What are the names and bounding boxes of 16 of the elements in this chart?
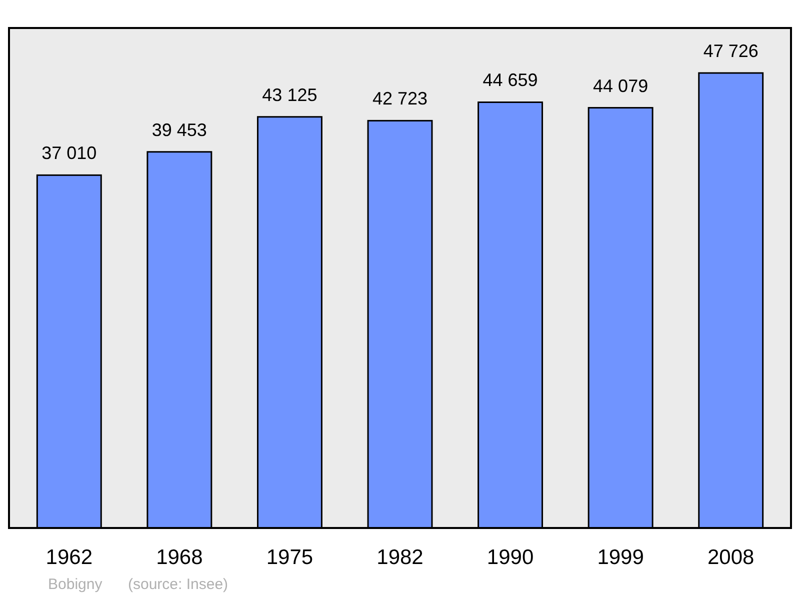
- text: (source: Insee): [128, 576, 228, 593]
- text: Bobigny: [48, 576, 103, 593]
- data-label: 37 010: [42, 143, 97, 164]
- data-label: 47 726: [703, 41, 758, 61]
- x-tick-label: 1999: [597, 546, 644, 569]
- x-tick-label: 1982: [376, 546, 424, 569]
- x-tick-label: 1990: [486, 546, 534, 569]
- data-label: 42 723: [372, 88, 428, 109]
- data-label: 44 659: [482, 70, 538, 90]
- data-label: 44 079: [593, 76, 648, 96]
- data-label: 39 453: [152, 120, 207, 140]
- x-tick-label: 1962: [46, 546, 92, 569]
- data-label: 43 125: [262, 84, 318, 105]
- x-tick-label: 1975: [266, 546, 314, 569]
- x-tick-label: 2008: [708, 546, 754, 569]
- x-tick-label: 1968: [156, 546, 203, 569]
